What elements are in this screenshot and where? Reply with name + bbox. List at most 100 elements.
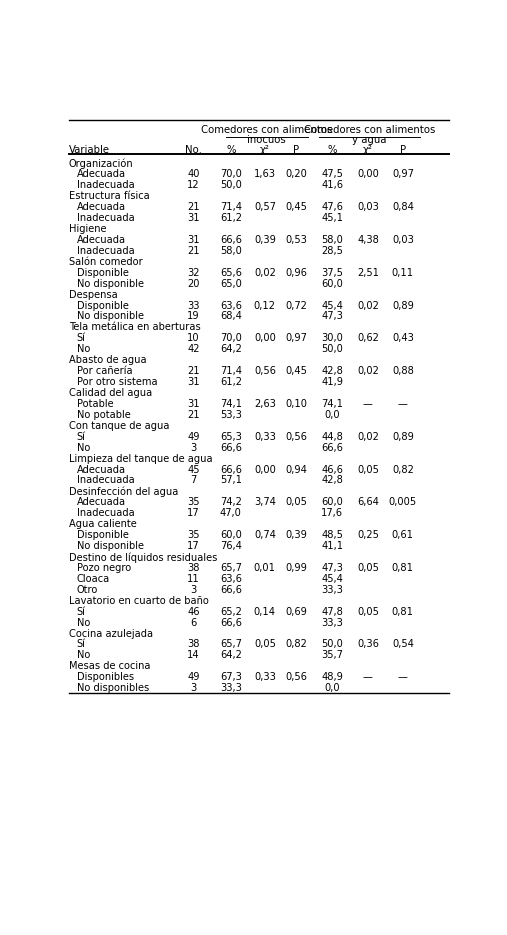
Text: 0,00: 0,00 — [357, 169, 379, 180]
Text: Inadecuada: Inadecuada — [77, 180, 134, 190]
Text: 74,1: 74,1 — [220, 399, 242, 409]
Text: 65,7: 65,7 — [220, 640, 242, 650]
Text: χ²: χ² — [363, 145, 373, 154]
Text: Disponible: Disponible — [77, 267, 128, 278]
Text: Higiene: Higiene — [69, 224, 106, 234]
Text: 71,4: 71,4 — [220, 367, 242, 376]
Text: 57,1: 57,1 — [220, 476, 242, 485]
Text: 35: 35 — [187, 497, 200, 508]
Text: 0,03: 0,03 — [392, 235, 414, 245]
Text: 45: 45 — [187, 465, 200, 475]
Text: 50,0: 50,0 — [220, 180, 242, 190]
Text: 50,0: 50,0 — [321, 640, 343, 650]
Text: 0,96: 0,96 — [285, 267, 307, 278]
Text: No: No — [77, 651, 90, 660]
Text: 3: 3 — [191, 584, 197, 595]
Text: 65,6: 65,6 — [220, 267, 242, 278]
Text: Adecuada: Adecuada — [77, 169, 126, 180]
Text: 0,02: 0,02 — [357, 300, 379, 310]
Text: 74,1: 74,1 — [321, 399, 343, 409]
Text: P: P — [293, 145, 299, 154]
Text: 0,03: 0,03 — [357, 202, 379, 212]
Text: 0,05: 0,05 — [285, 497, 307, 508]
Text: 0,81: 0,81 — [392, 607, 414, 617]
Text: 21: 21 — [187, 202, 200, 212]
Text: 30,0: 30,0 — [321, 334, 343, 343]
Text: 0,45: 0,45 — [285, 202, 307, 212]
Text: 37,5: 37,5 — [321, 267, 343, 278]
Text: 47,3: 47,3 — [321, 311, 343, 322]
Text: 21: 21 — [187, 246, 200, 256]
Text: 33,3: 33,3 — [321, 618, 343, 627]
Text: 70,0: 70,0 — [220, 334, 242, 343]
Text: Adecuada: Adecuada — [77, 235, 126, 245]
Text: 0,02: 0,02 — [357, 432, 379, 441]
Text: Con tanque de agua: Con tanque de agua — [69, 421, 169, 431]
Text: Por otro sistema: Por otro sistema — [77, 377, 157, 387]
Text: 33: 33 — [187, 300, 200, 310]
Text: Sí: Sí — [77, 432, 85, 441]
Text: 58,0: 58,0 — [321, 235, 343, 245]
Text: 38: 38 — [187, 640, 200, 650]
Text: inocuos: inocuos — [247, 135, 286, 145]
Text: 65,3: 65,3 — [220, 432, 242, 441]
Text: Inadecuada: Inadecuada — [77, 213, 134, 223]
Text: %: % — [328, 145, 337, 154]
Text: Comedores con alimentos: Comedores con alimentos — [201, 125, 332, 136]
Text: 47,8: 47,8 — [321, 607, 343, 617]
Text: 17: 17 — [187, 541, 200, 551]
Text: 68,4: 68,4 — [220, 311, 242, 322]
Text: Lavatorio en cuarto de baño: Lavatorio en cuarto de baño — [69, 596, 209, 606]
Text: Limpieza del tanque de agua: Limpieza del tanque de agua — [69, 453, 212, 464]
Text: 3: 3 — [191, 683, 197, 693]
Text: 32: 32 — [187, 267, 200, 278]
Text: 0,39: 0,39 — [254, 235, 276, 245]
Text: Inadecuada: Inadecuada — [77, 246, 134, 256]
Text: Agua caliente: Agua caliente — [69, 519, 136, 529]
Text: 74,2: 74,2 — [220, 497, 242, 508]
Text: 0,53: 0,53 — [285, 235, 307, 245]
Text: 0,56: 0,56 — [285, 432, 307, 441]
Text: Inadecuada: Inadecuada — [77, 476, 134, 485]
Text: 14: 14 — [187, 651, 200, 660]
Text: Adecuada: Adecuada — [77, 202, 126, 212]
Text: No.: No. — [185, 145, 202, 154]
Text: —: — — [398, 399, 408, 409]
Text: Sí: Sí — [77, 334, 85, 343]
Text: 47,5: 47,5 — [321, 169, 343, 180]
Text: 7: 7 — [191, 476, 197, 485]
Text: 53,3: 53,3 — [220, 410, 242, 420]
Text: No: No — [77, 618, 90, 627]
Text: 0,39: 0,39 — [285, 530, 307, 540]
Text: 49: 49 — [187, 672, 200, 683]
Text: 35: 35 — [187, 530, 200, 540]
Text: No: No — [77, 344, 90, 354]
Text: 66,6: 66,6 — [220, 442, 242, 453]
Text: 64,2: 64,2 — [220, 344, 242, 354]
Text: 4,38: 4,38 — [357, 235, 379, 245]
Text: No disponible: No disponible — [77, 541, 143, 551]
Text: 0,11: 0,11 — [392, 267, 414, 278]
Text: No: No — [77, 442, 90, 453]
Text: 10: 10 — [187, 334, 200, 343]
Text: 20: 20 — [187, 279, 200, 289]
Text: 0,94: 0,94 — [285, 465, 307, 475]
Text: 48,9: 48,9 — [321, 672, 343, 683]
Text: 2,51: 2,51 — [357, 267, 379, 278]
Text: 0,74: 0,74 — [254, 530, 276, 540]
Text: 0,54: 0,54 — [392, 640, 414, 650]
Text: 66,6: 66,6 — [220, 584, 242, 595]
Text: —: — — [363, 672, 373, 683]
Text: 21: 21 — [187, 367, 200, 376]
Text: 42,8: 42,8 — [321, 367, 343, 376]
Text: 0,02: 0,02 — [254, 267, 276, 278]
Text: 66,6: 66,6 — [220, 465, 242, 475]
Text: Pozo negro: Pozo negro — [77, 563, 131, 573]
Text: 58,0: 58,0 — [220, 246, 242, 256]
Text: Cocina azulejada: Cocina azulejada — [69, 628, 153, 639]
Text: 0,14: 0,14 — [254, 607, 276, 617]
Text: 0,05: 0,05 — [357, 607, 379, 617]
Text: 60,0: 60,0 — [321, 497, 343, 508]
Text: 0,005: 0,005 — [389, 497, 417, 508]
Text: 0,82: 0,82 — [392, 465, 414, 475]
